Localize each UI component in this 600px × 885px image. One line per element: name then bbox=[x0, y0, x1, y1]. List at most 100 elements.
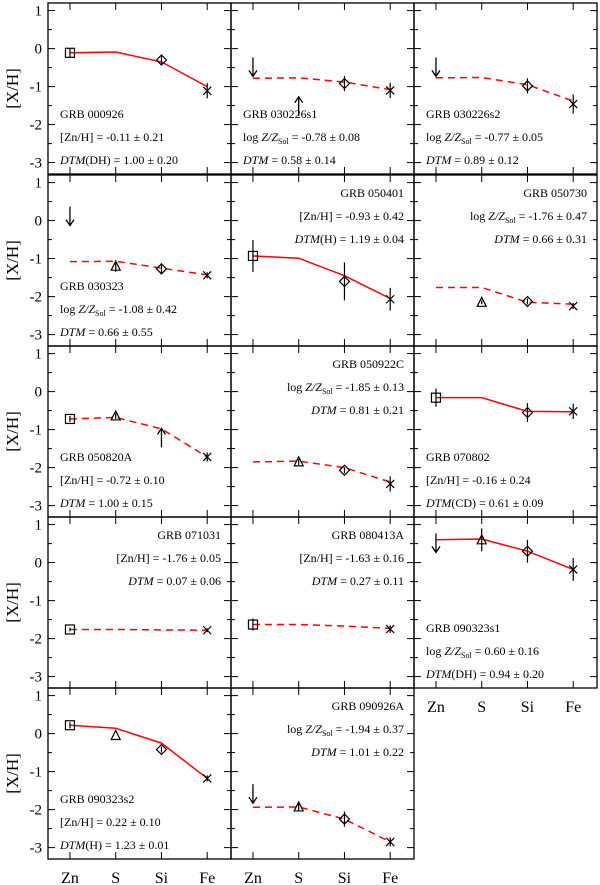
data-point-s bbox=[110, 259, 122, 272]
data-point-zn bbox=[431, 57, 441, 78]
model-curve bbox=[435, 286, 574, 305]
si-diamond-marker bbox=[338, 275, 351, 288]
data-point-fe bbox=[568, 301, 578, 311]
panel-title: GRB 050820A bbox=[60, 450, 133, 464]
data-point-fe bbox=[568, 558, 578, 581]
panel-metallicity-label: [Zn/H] = -0.16 ± 0.24 bbox=[426, 473, 531, 487]
model-curve bbox=[435, 538, 574, 571]
data-point-s bbox=[476, 295, 488, 307]
fe-cross-marker bbox=[385, 85, 395, 95]
panel-dtm-label: DTM = 1.01 ± 0.22 bbox=[310, 745, 404, 759]
y-tick-label: -3 bbox=[30, 156, 43, 172]
x-category-label: Fe bbox=[199, 870, 215, 885]
data-point-si bbox=[521, 403, 534, 422]
model-curve bbox=[69, 628, 208, 631]
data-point-fe bbox=[568, 94, 578, 114]
data-point-s bbox=[110, 729, 122, 741]
si-diamond-marker bbox=[521, 295, 534, 308]
y-tick-label: 0 bbox=[35, 727, 43, 743]
model-curve bbox=[252, 806, 391, 843]
si-diamond-marker bbox=[521, 79, 534, 92]
fe-cross-marker bbox=[568, 565, 578, 574]
data-point-fe bbox=[385, 476, 395, 492]
data-point-si bbox=[338, 811, 351, 827]
panel-title: GRB 050401 bbox=[340, 186, 404, 200]
panel-dtm-label: DTM = 0.66 ± 0.55 bbox=[59, 325, 153, 339]
data-point-si bbox=[155, 263, 168, 275]
zn-square-marker bbox=[64, 720, 76, 731]
fe-cross-marker bbox=[202, 774, 212, 783]
panel-title: GRB 090323s1 bbox=[426, 621, 500, 635]
x-category-label: Fe bbox=[565, 699, 581, 716]
y-tick-label: -2 bbox=[30, 118, 43, 134]
fe-cross-marker bbox=[385, 624, 395, 634]
panel-dtm-label: DTM(DH) = 1.00 ± 0.20 bbox=[59, 153, 178, 167]
model-curve bbox=[435, 396, 574, 413]
data-point-zn bbox=[247, 618, 259, 631]
panel-dtm-label: DTM(H) = 1.19 ± 0.04 bbox=[294, 232, 404, 246]
data-point-zn bbox=[65, 206, 75, 227]
subplot-panel: Zn S Si Fe GRB 090323s1 log Z/ZSol = 0.60 ± 0… bbox=[413, 516, 598, 716]
data-point-si bbox=[155, 54, 168, 66]
data-point-fe bbox=[385, 287, 395, 311]
panel-metallicity-label: log Z/ZSol = -1.85 ± 0.13 bbox=[287, 380, 404, 396]
panel-title: GRB 090323s2 bbox=[60, 792, 134, 806]
zn-square-marker bbox=[64, 47, 76, 58]
y-tick-label: 1 bbox=[35, 4, 43, 20]
data-point-si bbox=[338, 464, 351, 477]
x-category-label: Si bbox=[521, 699, 535, 716]
model-curve bbox=[252, 77, 391, 91]
y-tick-label: 0 bbox=[35, 385, 43, 401]
data-point-zn bbox=[247, 239, 259, 272]
zn-square-marker bbox=[247, 619, 259, 630]
s-triangle-marker bbox=[476, 295, 488, 307]
panel-metallicity-label: [Zn/H] = 0.22 ± 0.10 bbox=[60, 815, 161, 829]
panel-metallicity-label: log Z/ZSol = -0.78 ± 0.08 bbox=[243, 130, 360, 146]
data-point-si bbox=[338, 75, 351, 92]
data-point-fe bbox=[202, 625, 212, 635]
data-point-s bbox=[293, 455, 305, 467]
panel-metallicity-label: log Z/ZSol = 0.60 ± 0.16 bbox=[426, 644, 539, 660]
si-diamond-marker bbox=[521, 406, 534, 419]
s-triangle-marker bbox=[476, 533, 488, 545]
upper-limit-arrowhead bbox=[431, 546, 441, 554]
subplot-panel: GRB 070802 [Zn/H] = -0.16 ± 0.24 DTM(CD) =… bbox=[413, 345, 598, 518]
upper-limit-arrowhead bbox=[248, 796, 258, 805]
data-point-fe bbox=[202, 452, 212, 462]
panel-title: GRB 071031 bbox=[157, 528, 221, 542]
y-axis-label: [X/H] bbox=[3, 582, 22, 623]
subplot-panel: GRB 030226s2 log Z/ZSol = -0.77 ± 0.05 DTM… bbox=[413, 2, 598, 175]
y-tick-label: -3 bbox=[30, 841, 43, 857]
data-point-si bbox=[338, 262, 351, 301]
y-tick-label: 1 bbox=[35, 518, 43, 534]
panel-frame bbox=[47, 687, 232, 860]
data-point-si bbox=[156, 427, 167, 448]
data-point-zn bbox=[430, 388, 442, 407]
y-axis-label: [X/H] bbox=[3, 68, 22, 109]
x-category-label: Si bbox=[155, 870, 169, 885]
data-point-zn bbox=[431, 533, 441, 554]
panel-frame bbox=[47, 174, 232, 347]
data-point-s bbox=[110, 409, 122, 421]
si-diamond-marker bbox=[338, 77, 351, 90]
model-curve bbox=[252, 255, 391, 300]
fe-cross-marker bbox=[202, 86, 212, 96]
y-tick-label: -1 bbox=[30, 423, 43, 439]
y-axis-label: [X/H] bbox=[3, 240, 22, 281]
panel-dtm-label: DTM = 0.66 ± 0.31 bbox=[493, 232, 587, 246]
panel-title: GRB 050922C bbox=[332, 357, 404, 371]
subplot-panel: GRB 050401 [Zn/H] = -0.93 ± 0.42 DTM(H) = … bbox=[230, 174, 415, 347]
x-category-label: S bbox=[111, 870, 120, 885]
panel-title: GRB 070802 bbox=[426, 450, 490, 464]
panel-dtm-label: DTM = 0.27 ± 0.11 bbox=[311, 574, 404, 588]
data-point-si bbox=[521, 295, 534, 308]
panel-frame bbox=[47, 516, 232, 689]
subplot-panel: GRB 030226s1 log Z/ZSol = -0.78 ± 0.08 DTM… bbox=[230, 2, 415, 175]
panel-metallicity-label: log Z/ZSol = -0.77 ± 0.05 bbox=[426, 130, 543, 146]
si-diamond-marker bbox=[155, 743, 168, 756]
panel-frame bbox=[413, 516, 598, 689]
x-category-label: S bbox=[477, 699, 486, 716]
panel-dtm-label: DTM = 0.07 ± 0.06 bbox=[127, 574, 221, 588]
